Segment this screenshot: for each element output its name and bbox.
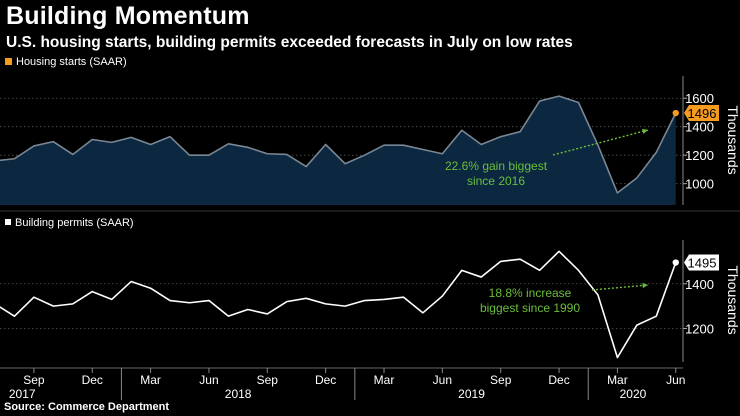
x-tick-label: Jun <box>199 373 218 387</box>
source-note: Source: Commerce Department <box>4 401 170 413</box>
starts-annotation: 22.6% gain biggest since 2016 <box>445 159 548 188</box>
permits-legend: Building permits (SAAR) <box>5 217 134 229</box>
starts-annotation-arrowhead <box>642 128 648 134</box>
x-axis: Sep Dec Mar Jun Sep Dec Mar Jun Sep Dec Mar Jun 2017… <box>9 368 685 401</box>
permits-annotation-arrowhead <box>642 282 648 289</box>
permits-y-axis-title: Thousands <box>725 265 740 334</box>
permits-annotation-arrow <box>591 284 649 291</box>
permits-line <box>0 250 677 359</box>
x-tick-label: Jun <box>666 373 685 387</box>
permits-legend-label: Building permits (SAAR) <box>15 217 134 229</box>
x-tick-label: Sep <box>490 373 512 387</box>
starts-y-tick-label: 1000 <box>685 177 714 192</box>
x-tick-label: Dec <box>548 373 569 387</box>
permits-series: 1495 18.8% increase biggest since 1990 <box>0 250 719 359</box>
starts-legend-label: Housing starts (SAAR) <box>16 56 127 68</box>
x-year-label: 2019 <box>458 387 485 401</box>
x-year-label: 2020 <box>620 387 647 401</box>
starts-area <box>0 96 676 205</box>
starts-last-point <box>672 109 679 117</box>
x-tick-label: Sep <box>257 373 279 387</box>
permits-last-value-label: 1495 <box>688 256 717 271</box>
permits-legend-swatch <box>5 219 11 225</box>
x-tick-label: Mar <box>607 373 628 387</box>
x-year-label: 2018 <box>225 387 252 401</box>
permits-last-point <box>672 259 679 266</box>
x-tick-label: Mar <box>140 373 161 387</box>
x-tick-label: Sep <box>23 373 45 387</box>
starts-y-tick-label: 1200 <box>685 148 714 163</box>
chart-title: Building Momentum <box>6 2 250 30</box>
starts-line <box>0 95 677 194</box>
starts-annotation-arrow <box>552 129 649 156</box>
permits-y-tick-label: 1200 <box>685 321 714 336</box>
starts-last-value-label: 1496 <box>688 106 717 121</box>
x-tick-label: Jun <box>433 373 452 387</box>
x-tick-label: Mar <box>374 373 395 387</box>
permits-grid <box>0 283 683 329</box>
permits-last-value-box <box>684 254 719 271</box>
starts-y-tick-label: 1400 <box>685 120 714 135</box>
x-year-label: 2017 <box>9 387 36 401</box>
starts-y-axis: 1000 1200 1400 1600 <box>682 76 714 205</box>
permits-annotation: 18.8% increase biggest since 1990 <box>480 286 580 315</box>
starts-last-value-box <box>684 105 719 122</box>
starts-series: 1496 22.6% gain biggest since 2016 <box>0 95 719 205</box>
starts-legend: Housing starts (SAAR) <box>5 56 127 68</box>
x-tick-label: Dec <box>82 373 103 387</box>
x-tick-label: Dec <box>315 373 336 387</box>
permits-y-axis: 1200 1400 <box>682 240 714 362</box>
permits-y-tick-label: 1400 <box>685 277 714 292</box>
starts-legend-swatch <box>5 58 12 65</box>
starts-y-tick-label: 1600 <box>685 91 714 106</box>
chart-subtitle: U.S. housing starts, building permits ex… <box>6 34 573 51</box>
starts-y-axis-title: Thousands <box>725 105 740 174</box>
